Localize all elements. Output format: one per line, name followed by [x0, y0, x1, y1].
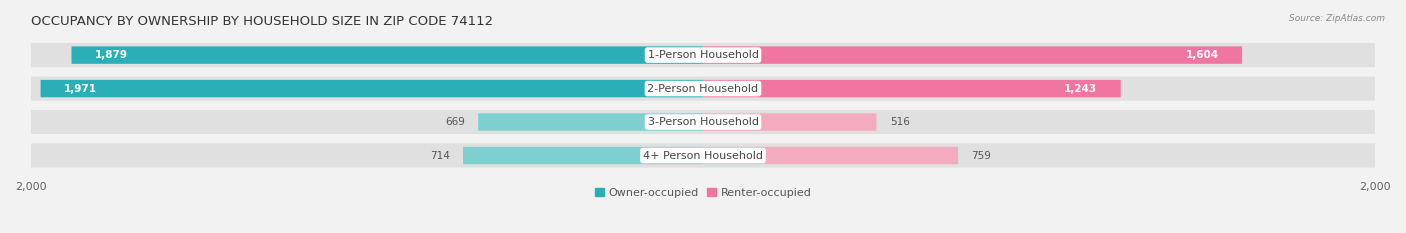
Text: 516: 516	[890, 117, 910, 127]
Text: 2-Person Household: 2-Person Household	[647, 84, 759, 94]
FancyBboxPatch shape	[703, 113, 876, 131]
FancyBboxPatch shape	[703, 147, 957, 164]
Text: 759: 759	[972, 151, 991, 161]
Text: 1,971: 1,971	[65, 84, 97, 94]
Text: 714: 714	[430, 151, 450, 161]
FancyBboxPatch shape	[703, 80, 1121, 97]
FancyBboxPatch shape	[31, 43, 1375, 67]
Text: 1-Person Household: 1-Person Household	[648, 50, 758, 60]
FancyBboxPatch shape	[72, 46, 703, 64]
FancyBboxPatch shape	[463, 147, 703, 164]
FancyBboxPatch shape	[31, 76, 1375, 101]
FancyBboxPatch shape	[31, 144, 1375, 168]
FancyBboxPatch shape	[478, 113, 703, 131]
FancyBboxPatch shape	[41, 80, 703, 97]
Text: 1,243: 1,243	[1064, 84, 1097, 94]
Text: 1,604: 1,604	[1185, 50, 1219, 60]
Text: Source: ZipAtlas.com: Source: ZipAtlas.com	[1289, 14, 1385, 23]
Legend: Owner-occupied, Renter-occupied: Owner-occupied, Renter-occupied	[595, 188, 811, 198]
Text: 4+ Person Household: 4+ Person Household	[643, 151, 763, 161]
Text: 669: 669	[444, 117, 465, 127]
FancyBboxPatch shape	[703, 46, 1241, 64]
FancyBboxPatch shape	[31, 110, 1375, 134]
Text: 3-Person Household: 3-Person Household	[648, 117, 758, 127]
Text: 1,879: 1,879	[96, 50, 128, 60]
Text: OCCUPANCY BY OWNERSHIP BY HOUSEHOLD SIZE IN ZIP CODE 74112: OCCUPANCY BY OWNERSHIP BY HOUSEHOLD SIZE…	[31, 15, 494, 28]
